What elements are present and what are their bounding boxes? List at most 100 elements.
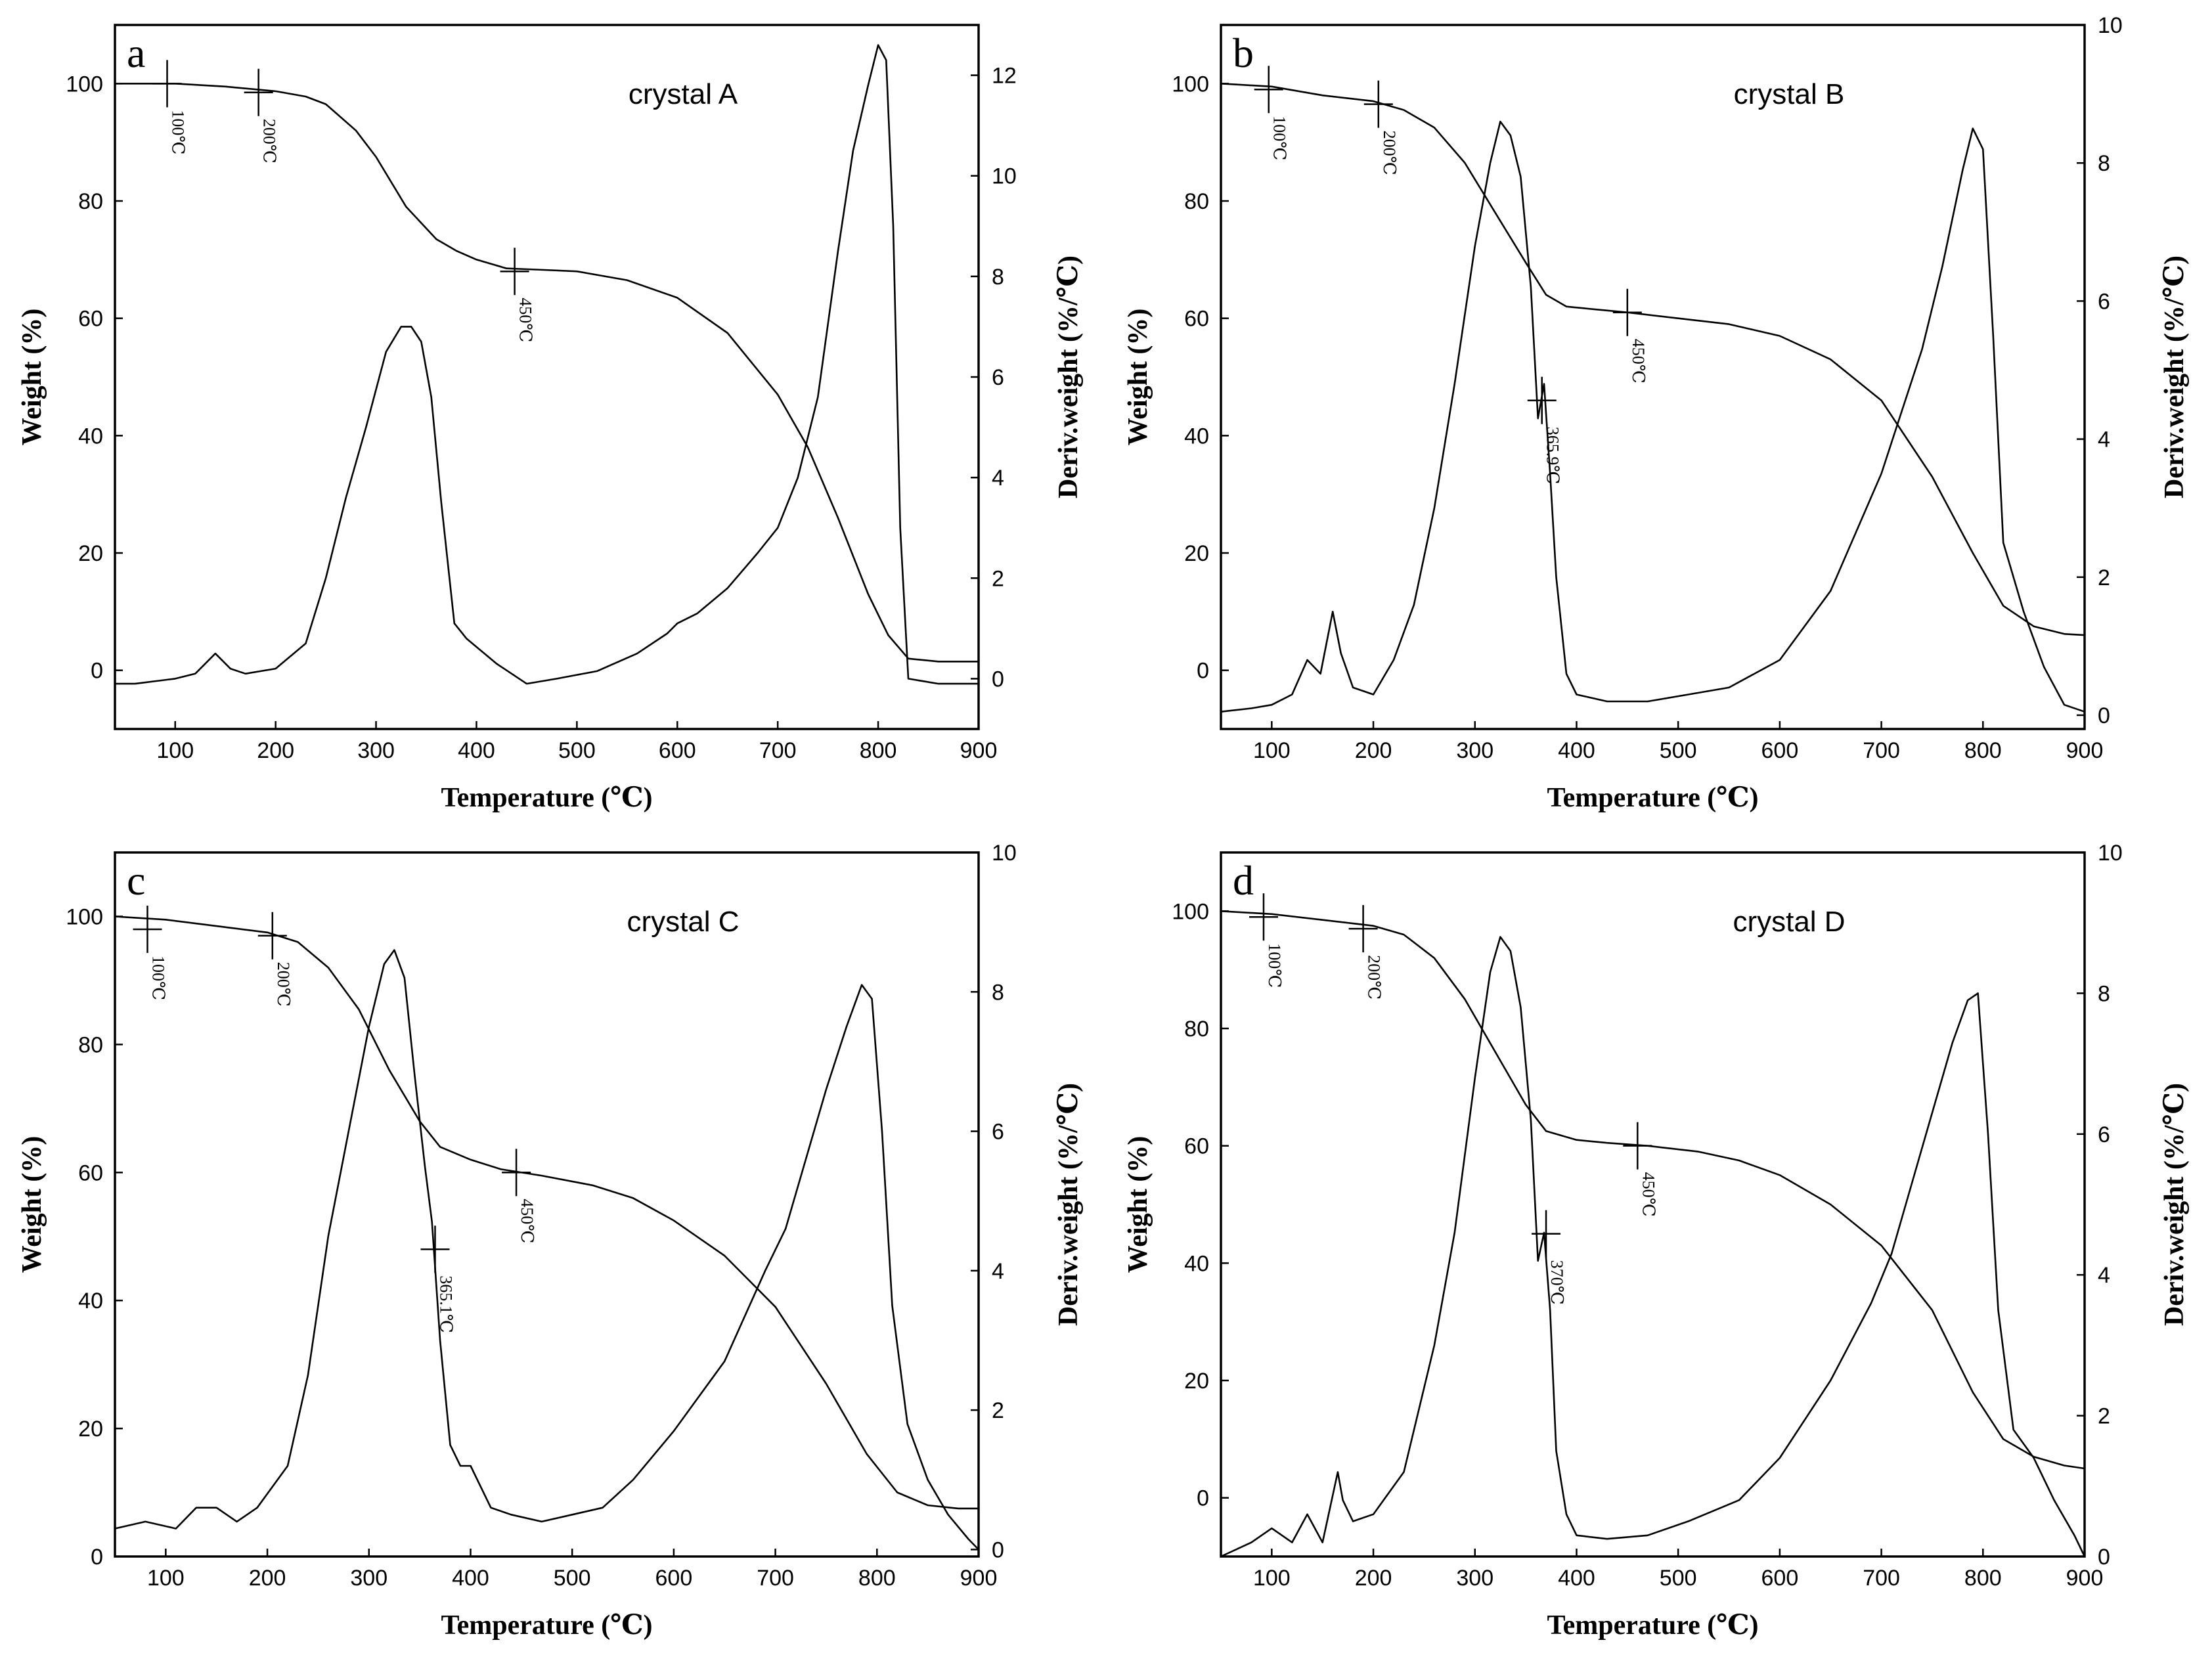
annotation-label: 100℃: [149, 956, 168, 1000]
y-axis-title: Weight (%): [1123, 1136, 1153, 1273]
annotation-label: 370℃: [1547, 1260, 1566, 1305]
x-tick-label: 600: [1761, 1566, 1799, 1591]
crystal-label: crystal A: [629, 78, 738, 110]
panel-chart-svg: 100 200 300 400 500 600 700 800 9000204060801000…: [1123, 841, 2190, 1641]
x-tick-label: 900: [960, 738, 998, 763]
x-tick-label: 300: [350, 1566, 387, 1591]
annotation-label: 200℃: [274, 962, 293, 1007]
y2-tick-label: 10: [992, 164, 1017, 189]
x-tick-label: 500: [1660, 738, 1697, 763]
x-tick-label: 800: [1964, 738, 2002, 763]
y-tick-label: 60: [1184, 307, 1209, 332]
y2-tick-label: 0: [2098, 703, 2110, 728]
y2-tick-label: 10: [2098, 13, 2123, 38]
y-tick-label: 100: [66, 904, 103, 929]
y-tick-label: 80: [1184, 1017, 1209, 1042]
x-tick-label: 400: [458, 738, 495, 763]
y-tick-label: 40: [1184, 1251, 1209, 1276]
annotation-label: 100℃: [169, 110, 188, 154]
x-tick-label: 400: [1558, 738, 1595, 763]
y-tick-label: 80: [78, 189, 103, 214]
y2-tick-label: 2: [992, 566, 1004, 591]
annotation-label: 450℃: [516, 298, 535, 342]
y2-tick-label: 2: [2098, 1404, 2110, 1429]
x-tick-label: 100: [147, 1566, 185, 1591]
y-tick-label: 40: [78, 424, 103, 449]
x-tick-label: 700: [1863, 1566, 1900, 1591]
y2-tick-label: 4: [992, 1259, 1004, 1284]
panel-c: 100 200 300 400 500 600 700 800 900 0 20 40 60 80 100 0…: [0, 828, 1106, 1655]
crystal-label: crystal B: [1734, 78, 1845, 110]
y2-axis-title: Deriv.weight (%/℃): [2159, 255, 2190, 498]
annotation-label: 450℃: [1639, 1172, 1658, 1217]
y2-tick-label: 2: [2098, 565, 2110, 590]
y2-tick-label: 8: [992, 980, 1004, 1005]
plot-frame: [114, 24, 980, 730]
y-axis-title: Weight (%): [17, 1136, 47, 1273]
x-tick-label: 900: [2066, 738, 2104, 763]
annotation-label: 450℃: [1629, 339, 1648, 384]
x-tick-label: 800: [1964, 1566, 2002, 1591]
x-tick-label: 200: [1355, 1566, 1392, 1591]
y2-tick-label: 8: [2098, 151, 2110, 176]
y2-tick-label: 12: [992, 64, 1017, 89]
y-tick-label: 100: [1172, 899, 1209, 924]
panel-letter: d: [1233, 857, 1254, 904]
x-tick-label: 600: [655, 1566, 693, 1591]
y-axis-title: Weight (%): [1123, 309, 1153, 446]
x-tick-label: 600: [659, 738, 696, 763]
crystal-label: crystal D: [1733, 906, 1845, 938]
panel-chart-svg: 100 200 300 400 500 600 700 800 9000204060801000…: [17, 841, 1084, 1641]
y-tick-label: 60: [1184, 1134, 1209, 1159]
y-tick-label: 20: [78, 1417, 103, 1442]
y2-tick-label: 0: [992, 667, 1004, 692]
y2-tick-label: 2: [992, 1398, 1004, 1423]
x-axis-title: Temperature (℃): [441, 1610, 652, 1641]
annotation-label: 450℃: [518, 1199, 537, 1243]
y2-tick-label: 4: [992, 466, 1004, 491]
y-tick-label: 0: [1197, 659, 1209, 684]
x-tick-label: 100: [1253, 738, 1291, 763]
x-tick-label: 400: [1558, 1566, 1595, 1591]
x-tick-label: 800: [860, 738, 897, 763]
y2-tick-label: 8: [2098, 981, 2110, 1006]
x-tick-label: 900: [960, 1566, 998, 1591]
y2-tick-label: 4: [2098, 1263, 2110, 1288]
y2-tick-label: 8: [992, 265, 1004, 290]
y2-tick-label: 4: [2098, 428, 2110, 452]
weight-curve: [115, 83, 979, 663]
weight-curve: [114, 916, 979, 1510]
x-tick-label: 700: [1863, 738, 1900, 763]
x-tick-label: 200: [249, 1566, 286, 1591]
y-tick-label: 0: [91, 1545, 103, 1570]
annotation-label: 200℃: [1365, 955, 1384, 1000]
x-tick-label: 300: [1456, 1566, 1493, 1591]
y2-tick-label: 6: [2098, 1122, 2110, 1147]
y-tick-label: 80: [78, 1032, 103, 1057]
plot-frame: [1220, 24, 2086, 730]
y-tick-label: 100: [1172, 72, 1209, 97]
x-tick-label: 500: [558, 738, 596, 763]
deriv-weight-curve: [114, 949, 979, 1551]
y-tick-label: 40: [78, 1289, 103, 1313]
panel-chart-svg: 100 200 300 400 500 600 700 800 9000204060801000…: [17, 24, 1084, 813]
deriv-weight-curve: [1220, 120, 2085, 713]
y2-tick-label: 6: [2098, 289, 2110, 314]
y-tick-label: 100: [66, 72, 103, 97]
annotation-label: 365.1℃: [436, 1275, 455, 1333]
annotation-label: 365.9℃: [1543, 427, 1562, 485]
y-tick-label: 60: [78, 307, 103, 332]
panel-d: 100 200 300 400 500 600 700 800 900 0 20 40 60 80 100 0…: [1106, 828, 2212, 1655]
y-tick-label: 60: [78, 1160, 103, 1185]
y2-tick-label: 0: [2098, 1545, 2110, 1570]
y2-axis-title: Deriv.weight (%/℃): [1053, 1083, 1084, 1326]
x-tick-label: 800: [858, 1566, 896, 1591]
y-axis-title: Weight (%): [17, 309, 47, 446]
y-tick-label: 20: [1184, 1369, 1209, 1394]
plot-frame: [1220, 851, 2086, 1558]
x-tick-label: 400: [452, 1566, 489, 1591]
weight-curve: [1220, 910, 2085, 1470]
x-axis-title: Temperature (℃): [1547, 1610, 1758, 1641]
weight-curve: [1220, 83, 2085, 636]
